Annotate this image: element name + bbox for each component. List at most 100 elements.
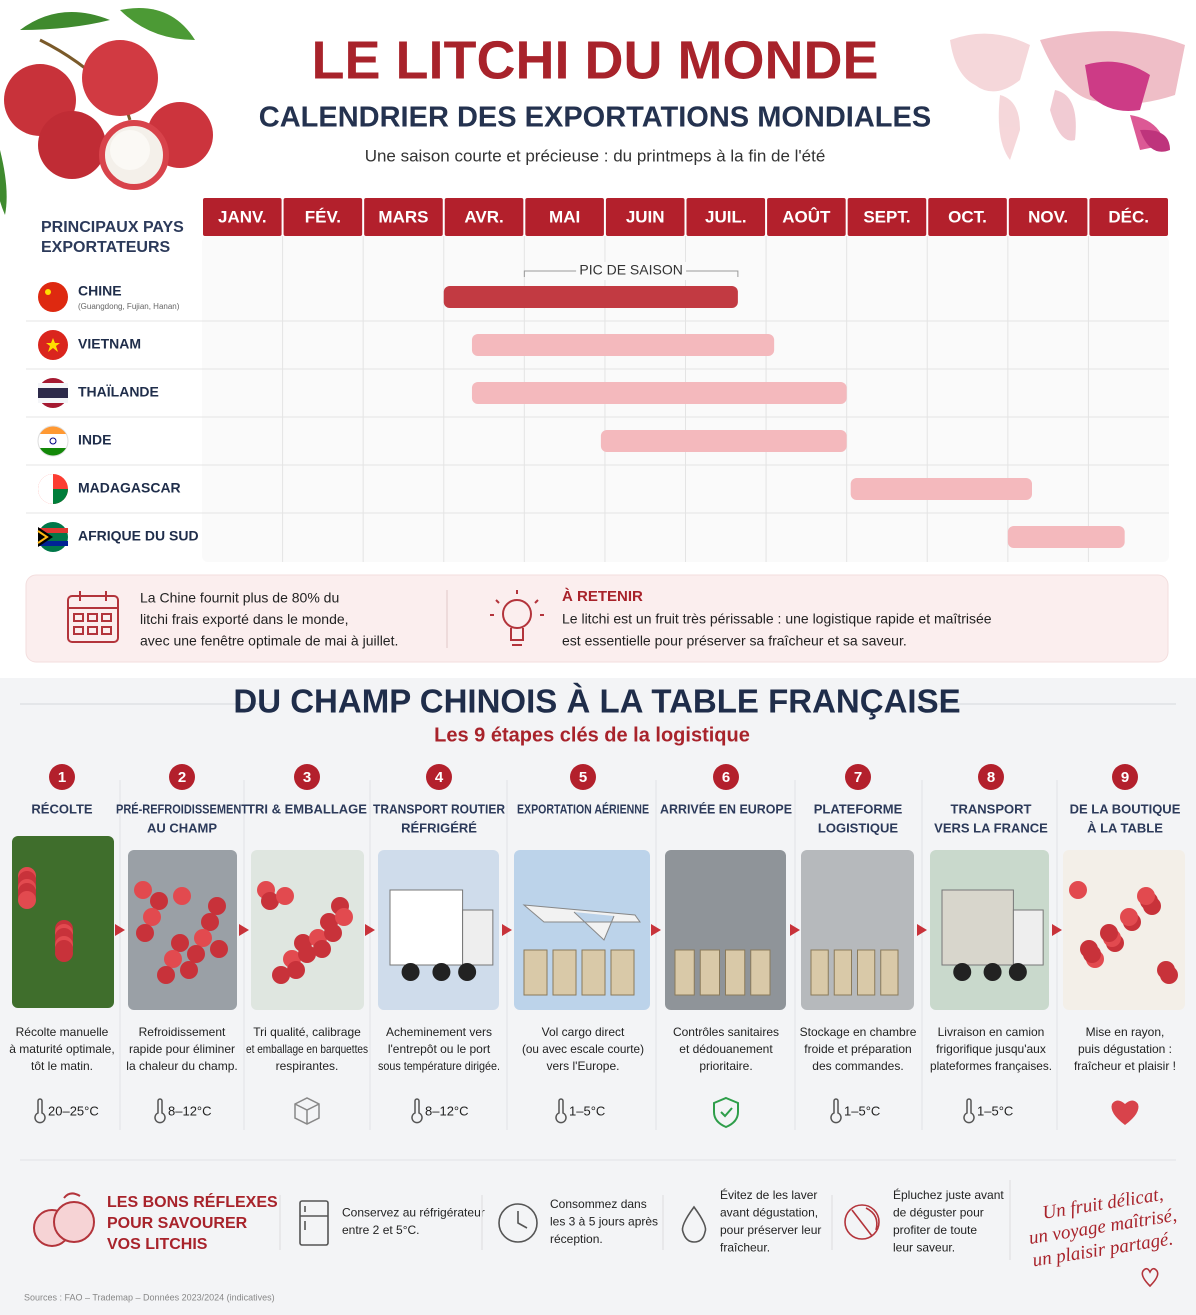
step-photo [128,850,237,1010]
month-label: AVR. [464,207,503,226]
thermometer-icon [963,1098,975,1124]
step-number: 3 [303,769,311,786]
photo-frame [128,850,237,1010]
step-text: Stockage en chambre [800,1025,917,1039]
month-label: DÉC. [1108,207,1149,226]
lychee [171,934,189,952]
lychee [1120,908,1138,926]
photo-frame [251,850,364,1010]
arrow [790,924,800,936]
pallet [833,949,852,996]
fact-text: avec une fenêtre optimale de mai à juill… [140,633,398,649]
month-label: OCT. [948,207,987,226]
month-label: MAI [549,207,580,226]
lychee [1080,940,1098,958]
step-temperature: 8–12°C [168,1103,212,1118]
flag [38,474,68,504]
fact-box [25,574,1169,663]
month-label: JANV. [218,207,267,226]
lychee [276,887,294,905]
step-photo [251,850,364,1010]
step-text: et dédouanement [679,1042,773,1056]
lychee [150,892,168,910]
tip-text: les 3 à 5 jours après [550,1214,658,1228]
step-text: froide et préparation [804,1042,911,1056]
lychee [18,891,36,909]
truck-box [389,889,464,966]
step-title: ARRIVÉE EN EUROPE [660,801,792,816]
flag-band [38,474,53,504]
fact-text: La Chine fournit plus de 80% du [140,590,339,606]
month-header [525,198,604,236]
country-note: (Guangdong, Fujian, Hanan) [78,302,180,311]
tip-text: Consommez dans [550,1197,647,1211]
pallet [857,949,876,996]
world-map [950,31,1185,160]
lychee-illustration [0,8,213,215]
step-text: puis dégustation : [1078,1042,1172,1056]
step-number-circle [570,764,596,790]
step-temperature: 8–12°C [425,1103,469,1118]
step-text: Livraison en camion [938,1025,1045,1039]
pallet [810,949,829,996]
photo-frame [1063,850,1185,1010]
tip-text: de déguster pour [893,1206,984,1220]
remember-text: est essentielle pour préserver sa fraîch… [562,633,907,649]
lychee [173,887,191,905]
lychee [313,940,331,958]
step-text: fraîcheur et plaisir ! [1074,1059,1176,1073]
step-text: Vol cargo direct [542,1025,625,1039]
pallet [674,949,695,996]
arrow [502,924,512,936]
flag-band [38,541,68,546]
clock-icon [498,1203,538,1243]
wheel [953,963,972,981]
thermometer-icon [154,1098,166,1124]
step-text: vers l'Europe. [547,1059,620,1073]
step-number: 4 [435,769,444,786]
month-header [928,198,1007,236]
step-photo [665,850,786,1010]
arrow [651,924,661,936]
step-number: 7 [854,769,862,786]
month-label: NOV. [1028,207,1068,226]
plane [522,904,641,941]
step-title: VERS LA FRANCE [934,820,1048,835]
tip-text: Épluchez juste avant [893,1187,1004,1202]
step-title: TRI & EMBALLAGE [247,801,367,816]
lychee [287,961,305,979]
step-title: PLATEFORME [814,801,903,816]
wheel [401,963,420,981]
step-title: LOGISTIQUE [818,820,899,835]
step-temperature: 1–5°C [569,1103,605,1118]
month-header [847,198,927,236]
flag-band [38,388,68,398]
step-photo [514,850,650,1010]
step-title: RÉFRIGÉRÉ [401,820,477,835]
lychee [55,944,73,962]
pallet [523,949,548,996]
month-label: MARS [378,207,428,226]
step-text: Refroidissement [139,1025,226,1039]
lychee [335,908,353,926]
lychee [298,945,316,963]
lychee [1137,887,1155,905]
flag-star [45,289,51,295]
lychee [208,897,226,915]
remember-title: À RETENIR [562,588,643,605]
peel-icon [844,1204,880,1240]
lychee [201,913,219,931]
lychee [210,940,228,958]
pallet [610,949,635,996]
step-photo [930,850,1049,1010]
month-label: FÉV. [305,207,341,226]
flag-star [46,338,60,352]
thermometer-icon [411,1098,423,1124]
country-name: VIETNAM [78,336,141,352]
month-header [283,198,363,236]
lychee [136,924,154,942]
month-header [444,198,524,236]
season-bar [600,430,847,452]
lychee [272,966,290,984]
section-title: DU CHAMP CHINOIS À LA TABLE FRANÇAISE [233,683,960,720]
